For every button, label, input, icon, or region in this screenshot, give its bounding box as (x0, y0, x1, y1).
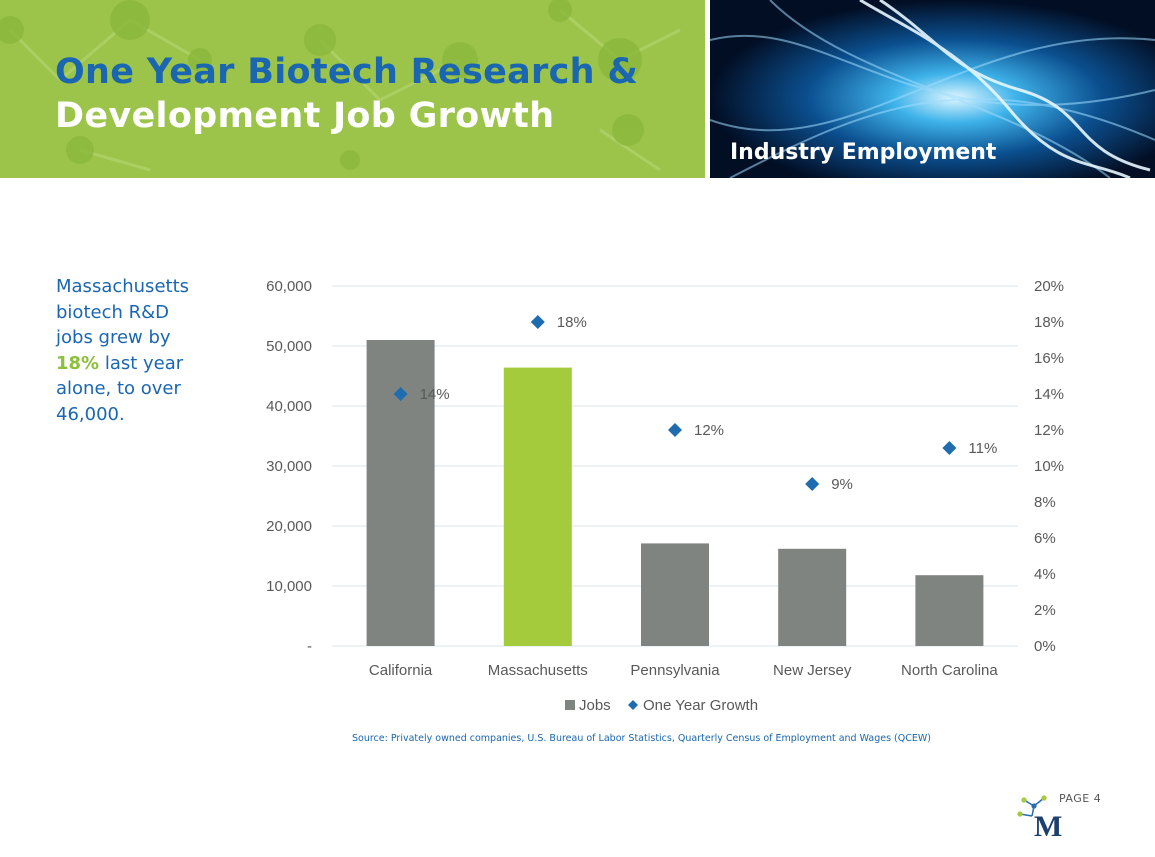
y-axis-tick-label: 20,000 (266, 518, 312, 535)
bar (915, 575, 984, 646)
x-axis-tick-label: North Carolina (901, 662, 998, 679)
y2-axis-tick-label: 2% (1034, 602, 1056, 619)
y2-axis-tick-label: 16% (1034, 350, 1064, 367)
y2-axis-tick-label: 8% (1034, 494, 1056, 511)
growth-data-label: 18% (557, 314, 587, 331)
y-axis-tick-label: 50,000 (266, 338, 312, 355)
callout-text-start: Massachusetts biotech R&D jobs grew by (56, 276, 190, 348)
y2-axis-tick-label: 6% (1034, 530, 1056, 547)
y-axis-tick-label: 30,000 (266, 458, 312, 475)
callout-text-end: last year alone, to over 46,000. (56, 352, 184, 425)
growth-marker (805, 477, 820, 491)
y-axis-tick-label: - (307, 638, 312, 655)
legend-swatch-jobs (565, 700, 575, 710)
legend-swatch-growth (628, 700, 638, 710)
page-title-line-2: Development Job Growth (55, 96, 555, 136)
x-axis-tick-label: Pennsylvania (630, 662, 720, 679)
page-title: One Year Biotech Research & Development … (55, 50, 695, 138)
y2-axis-tick-label: 4% (1034, 566, 1056, 583)
logo-letter: M (1034, 810, 1062, 838)
y2-axis-tick-label: 12% (1034, 422, 1064, 439)
growth-data-label: 9% (831, 476, 853, 493)
y-axis-tick-label: 10,000 (266, 578, 312, 595)
title-banner: One Year Biotech Research & Development … (0, 0, 705, 178)
x-axis-tick-label: California (369, 662, 433, 679)
y2-axis-tick-label: 0% (1034, 638, 1056, 655)
y2-axis-tick-label: 20% (1034, 278, 1064, 295)
dna-helix-image (710, 0, 1155, 178)
source-note: Source: Privately owned companies, U.S. … (352, 733, 931, 744)
growth-data-label: 12% (694, 422, 724, 439)
y-axis-tick-label: 40,000 (266, 398, 312, 415)
growth-data-label: 11% (968, 440, 997, 457)
legend-label-jobs: Jobs (579, 697, 611, 714)
page-title-line-1: One Year Biotech Research & (55, 52, 639, 92)
growth-marker (530, 315, 545, 329)
bar (778, 548, 847, 646)
section-label: Industry Employment (730, 140, 997, 165)
growth-data-label: 14% (420, 386, 450, 403)
growth-marker (942, 441, 957, 455)
legend-label-growth: One Year Growth (643, 697, 758, 714)
y-axis-tick-label: 60,000 (266, 278, 312, 295)
x-axis-tick-label: New Jersey (773, 662, 852, 679)
sidebar-callout: Massachusetts biotech R&D jobs grew by 1… (56, 274, 206, 427)
bar (503, 367, 572, 646)
page-number: PAGE 4 (1059, 792, 1102, 805)
x-axis-tick-label: Massachusetts (488, 662, 588, 679)
y2-axis-tick-label: 18% (1034, 314, 1064, 331)
growth-marker (668, 423, 682, 437)
y2-axis-tick-label: 14% (1034, 386, 1064, 403)
logo-icon: M (1017, 795, 1062, 838)
bar (641, 543, 709, 646)
dna-banner: Industry Employment (710, 0, 1155, 178)
callout-highlight: 18% (56, 352, 100, 374)
molecule-background-graphic (0, 0, 681, 172)
y2-axis-tick-label: 10% (1034, 458, 1064, 475)
growth-marker (393, 387, 408, 401)
